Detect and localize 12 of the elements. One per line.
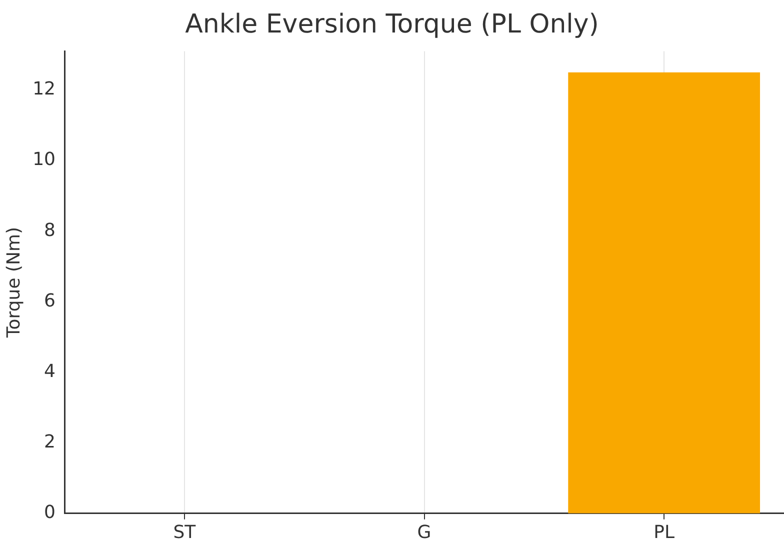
y-tick-label: 8: [44, 220, 56, 241]
y-tick-label: 12: [32, 78, 56, 100]
y-tick-label: 0: [44, 502, 56, 524]
y-axis-title: Torque (Nm): [3, 226, 24, 339]
x-tick-label: PL: [654, 522, 675, 543]
chart-title: Ankle Eversion Torque (PL Only): [185, 9, 599, 40]
y-tick-label: 10: [32, 149, 56, 170]
x-tick-label: G: [417, 522, 432, 543]
y-tick-label: 6: [44, 290, 56, 312]
y-tick-label: 2: [44, 432, 56, 453]
y-tick-label: 4: [44, 360, 56, 382]
x-tick-label: ST: [173, 522, 197, 543]
